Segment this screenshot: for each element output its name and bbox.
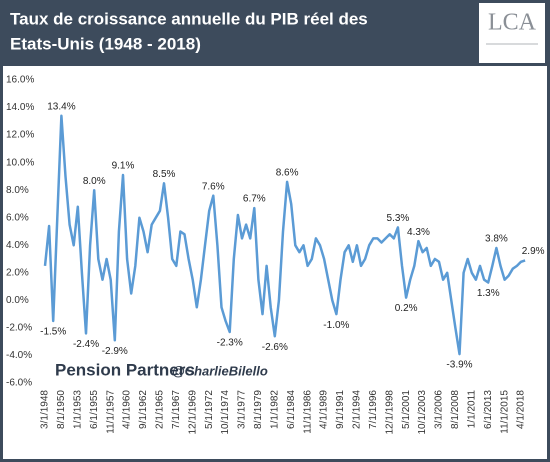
x-tick-label: 8/1/1950 xyxy=(56,390,67,429)
y-tick-label: 4.0% xyxy=(6,240,29,251)
data-label: -2.6% xyxy=(262,342,288,353)
y-tick-label: 8.0% xyxy=(6,185,29,196)
data-label: -2.4% xyxy=(73,339,99,350)
data-label: -2.9% xyxy=(102,346,128,357)
x-tick-label: 5/1/2001 xyxy=(401,390,412,429)
x-tick-label: 6/1/1955 xyxy=(89,390,100,429)
x-tick-label: 2/1/1994 xyxy=(352,390,363,429)
logo-box xyxy=(479,3,545,63)
y-tick-label: 6.0% xyxy=(6,212,29,223)
x-tick-label: 11/1/2015 xyxy=(499,390,510,434)
y-tick-label: 14.0% xyxy=(6,102,34,113)
x-tick-label: 1/1/1953 xyxy=(72,390,83,429)
data-label: 3.8% xyxy=(485,234,508,245)
data-label: 4.3% xyxy=(407,227,430,238)
y-tick-label: 0.0% xyxy=(6,295,29,306)
x-tick-label: 9/1/1991 xyxy=(335,390,346,429)
y-tick-label: 16.0% xyxy=(6,75,34,86)
x-tick-label: 12/1/1969 xyxy=(187,390,198,435)
data-label: 7.6% xyxy=(202,181,225,192)
plot-background xyxy=(3,66,547,459)
x-tick-label: 2/1/1965 xyxy=(155,390,166,429)
data-label: -2.3% xyxy=(217,338,243,349)
y-tick-label: 10.0% xyxy=(6,157,34,168)
y-tick-label: -4.0% xyxy=(6,350,32,361)
x-tick-label: 10/1/2003 xyxy=(417,390,428,435)
data-label: 5.3% xyxy=(387,213,410,224)
chart-title: Taux de croissance annuelle du PIB réel … xyxy=(10,9,368,28)
x-tick-label: 7/1/1996 xyxy=(368,390,379,429)
x-tick-label: 3/1/1977 xyxy=(237,390,248,429)
data-label: 0.2% xyxy=(395,303,418,314)
logo: LCA xyxy=(488,10,537,36)
data-label: 8.6% xyxy=(276,168,299,179)
x-tick-label: 1/1/1982 xyxy=(269,390,280,429)
x-tick-label: 4/1/2018 xyxy=(516,390,527,429)
x-tick-label: 4/1/1960 xyxy=(122,390,133,429)
x-tick-label: 1/1/2011 xyxy=(466,390,477,429)
x-tick-label: 10/1/1974 xyxy=(220,390,231,435)
x-tick-label: 3/1/2006 xyxy=(434,390,445,429)
y-tick-label: -2.0% xyxy=(6,323,32,334)
x-tick-label: 5/1/1972 xyxy=(204,390,215,429)
chart-title: Etats-Unis (1948 - 2018) xyxy=(10,34,201,53)
data-line xyxy=(43,114,526,356)
data-label: -3.9% xyxy=(446,360,472,371)
x-tick-label: 3/1/1948 xyxy=(40,390,51,429)
x-tick-label: 8/1/2008 xyxy=(450,390,461,429)
watermark: Pension Partners xyxy=(55,360,195,379)
x-tick-label: 12/1/1998 xyxy=(384,390,395,435)
x-tick-label: 4/1/1989 xyxy=(319,390,330,429)
y-tick-label: 2.0% xyxy=(6,267,29,278)
data-label: 8.5% xyxy=(153,169,176,180)
data-label: 9.1% xyxy=(112,161,135,172)
watermark: @CharlieBilello xyxy=(172,363,268,378)
x-tick-label: 7/1/1967 xyxy=(171,390,182,429)
x-tick-label: 6/1/2013 xyxy=(483,390,494,429)
x-tick-label: 6/1/1984 xyxy=(286,390,297,429)
data-label: 8.0% xyxy=(83,176,106,187)
data-label: -1.0% xyxy=(323,320,349,331)
x-tick-label: 9/1/1962 xyxy=(138,390,149,429)
data-label: 2.9% xyxy=(522,246,545,257)
data-label: 1.3% xyxy=(477,288,500,299)
data-label: 6.7% xyxy=(243,194,266,205)
data-label: 13.4% xyxy=(47,101,75,112)
x-tick-label: 8/1/1979 xyxy=(253,390,264,429)
data-label: -1.5% xyxy=(40,327,66,338)
x-tick-label: 11/1/1957 xyxy=(105,390,116,434)
y-tick-label: 12.0% xyxy=(6,130,34,141)
x-tick-label: 11/1/1986 xyxy=(302,390,313,434)
y-tick-label: -6.0% xyxy=(6,378,32,389)
